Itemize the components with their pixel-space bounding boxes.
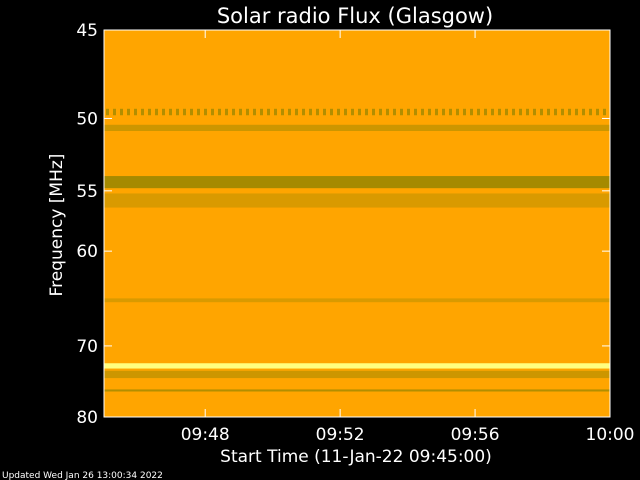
updated-timestamp: Updated Wed Jan 26 13:00:34 2022 (2, 471, 163, 480)
chart-title: Solar radio Flux (Glasgow) (217, 4, 493, 28)
x-tick-label: 10:00 (586, 425, 635, 445)
frequency-band-3 (104, 176, 610, 189)
frequency-band-8 (104, 389, 610, 392)
axes: 45 50 55 60 70 80 09:48 09:52 09:56 10:00 (76, 21, 634, 445)
frequency-band-4 (104, 193, 610, 208)
heatmap-background (104, 30, 610, 417)
x-tick-label: 09:52 (316, 425, 365, 445)
x-axis-label: Start Time (11-Jan-22 09:45:00) (220, 447, 492, 467)
y-axis-label: Frequency [MHz] (47, 154, 67, 297)
frequency-band-6 (104, 363, 610, 369)
frequency-band-2 (104, 124, 610, 131)
x-tick-label: 09:56 (451, 425, 500, 445)
y-tick-label: 55 (76, 182, 98, 202)
frequency-band-5 (104, 298, 610, 303)
plot-frame (103, 29, 611, 418)
y-tick-label: 70 (76, 337, 98, 357)
x-tick-label: 09:48 (181, 425, 230, 445)
y-tick-label: 45 (76, 21, 98, 41)
frequency-band-7 (104, 370, 610, 379)
y-tick-label: 50 (76, 109, 98, 129)
y-tick-label: 80 (76, 408, 98, 428)
heatmap-area (104, 30, 610, 417)
y-tick-label: 60 (76, 242, 98, 262)
frequency-band-1 (106, 108, 606, 116)
